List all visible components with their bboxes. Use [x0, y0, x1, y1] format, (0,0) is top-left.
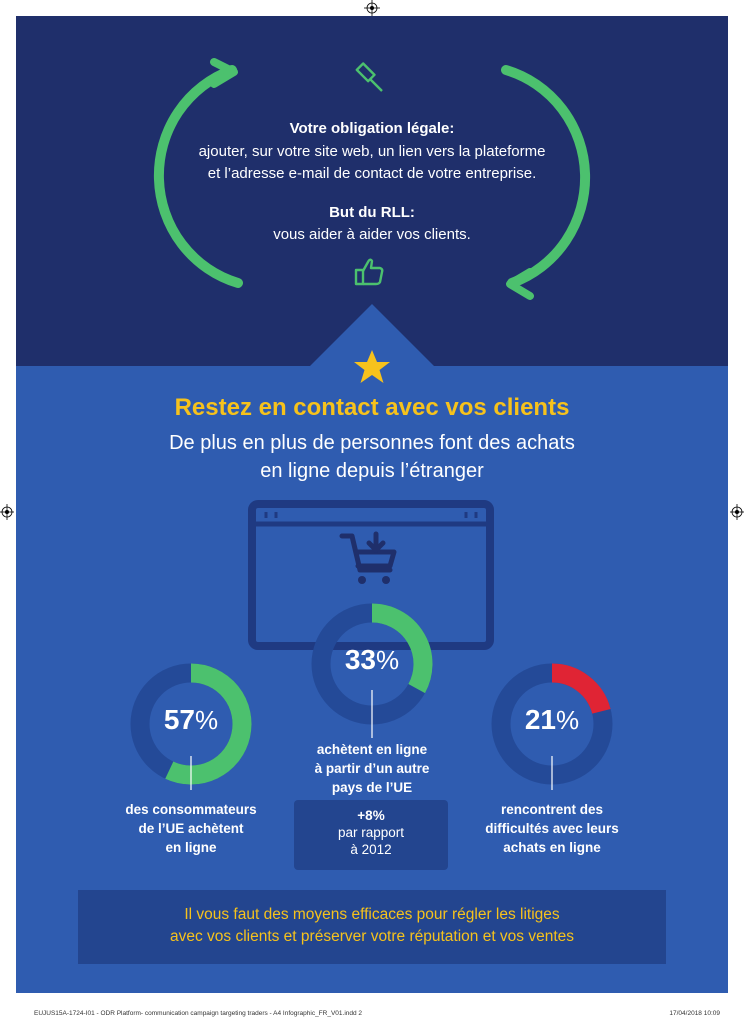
- label-57: des consommateurs de l’UE achètent en li…: [101, 800, 281, 857]
- label-33: achètent en ligne à partir d’un autre pa…: [282, 740, 462, 797]
- star-icon: [354, 350, 390, 383]
- donut-value-arc-33: [371, 603, 433, 694]
- banner-line-2: avec vos clients et préserver votre répu…: [169, 928, 575, 945]
- section-subheading-1: De plus en plus de personnes font des ac…: [169, 432, 575, 454]
- label-33-line-3: pays de l’UE: [331, 780, 413, 795]
- obligation-line-1: ajouter, sur votre site web, un lien ver…: [198, 143, 546, 160]
- section-subheading-2: en ligne depuis l’étranger: [260, 460, 484, 482]
- label-57-line-1: des consommateurs: [125, 802, 257, 817]
- bottom-panel: [16, 366, 728, 993]
- value-21: 21: [524, 704, 557, 735]
- percentage-57: 57%: [131, 704, 251, 736]
- callout-value: +8%: [357, 808, 385, 823]
- obligation-title: Votre obligation légale:: [289, 120, 455, 137]
- percentage-33: 33%: [312, 644, 432, 676]
- donut-value-arc-21: [551, 663, 611, 715]
- label-33-line-1: achètent en ligne: [316, 742, 428, 757]
- section-heading: Restez en contact avec vos clients: [174, 394, 570, 421]
- banner: Il vous faut des moyens efficaces pour r…: [78, 890, 666, 964]
- label-21-line-3: achats en ligne: [503, 840, 601, 855]
- percentage-21: 21%: [492, 704, 612, 736]
- value-33: 33: [344, 644, 377, 675]
- label-33-line-2: à partir d’un autre: [314, 761, 430, 776]
- label-21-line-2: difficultés avec leurs: [485, 821, 619, 836]
- goal-text: vous aider à aider vos clients.: [273, 226, 471, 243]
- unit-57: %: [195, 705, 219, 735]
- unit-33: %: [376, 645, 400, 675]
- banner-line-1: Il vous faut des moyens efficaces pour r…: [184, 906, 560, 923]
- footer-date: 17/04/2018 10:09: [669, 1010, 720, 1017]
- callout-box: +8% par rapport à 2012: [294, 800, 448, 870]
- thumbs-up-icon: [354, 258, 384, 286]
- donut-value-arc-57: [165, 663, 252, 785]
- shopping-cart-icon: [339, 531, 397, 584]
- label-21-line-1: rencontrent des: [500, 802, 604, 817]
- goal-title: But du RLL:: [329, 204, 415, 221]
- obligation-line-2: et l’adresse e-mail de contact de votre …: [207, 165, 537, 182]
- label-21: rencontrent des difficultés avec leurs a…: [457, 800, 647, 857]
- unit-21: %: [556, 705, 580, 735]
- label-57-line-3: en ligne: [165, 840, 217, 855]
- footer-file: EUJUS15A-1724-I01 - ODR Platform- commun…: [34, 1010, 363, 1017]
- callout-line-1: par rapport: [337, 825, 405, 840]
- value-57: 57: [163, 704, 196, 735]
- label-57-line-2: de l’UE achètent: [138, 821, 244, 836]
- callout-line-2: à 2012: [350, 842, 392, 857]
- gavel-icon: [355, 62, 383, 92]
